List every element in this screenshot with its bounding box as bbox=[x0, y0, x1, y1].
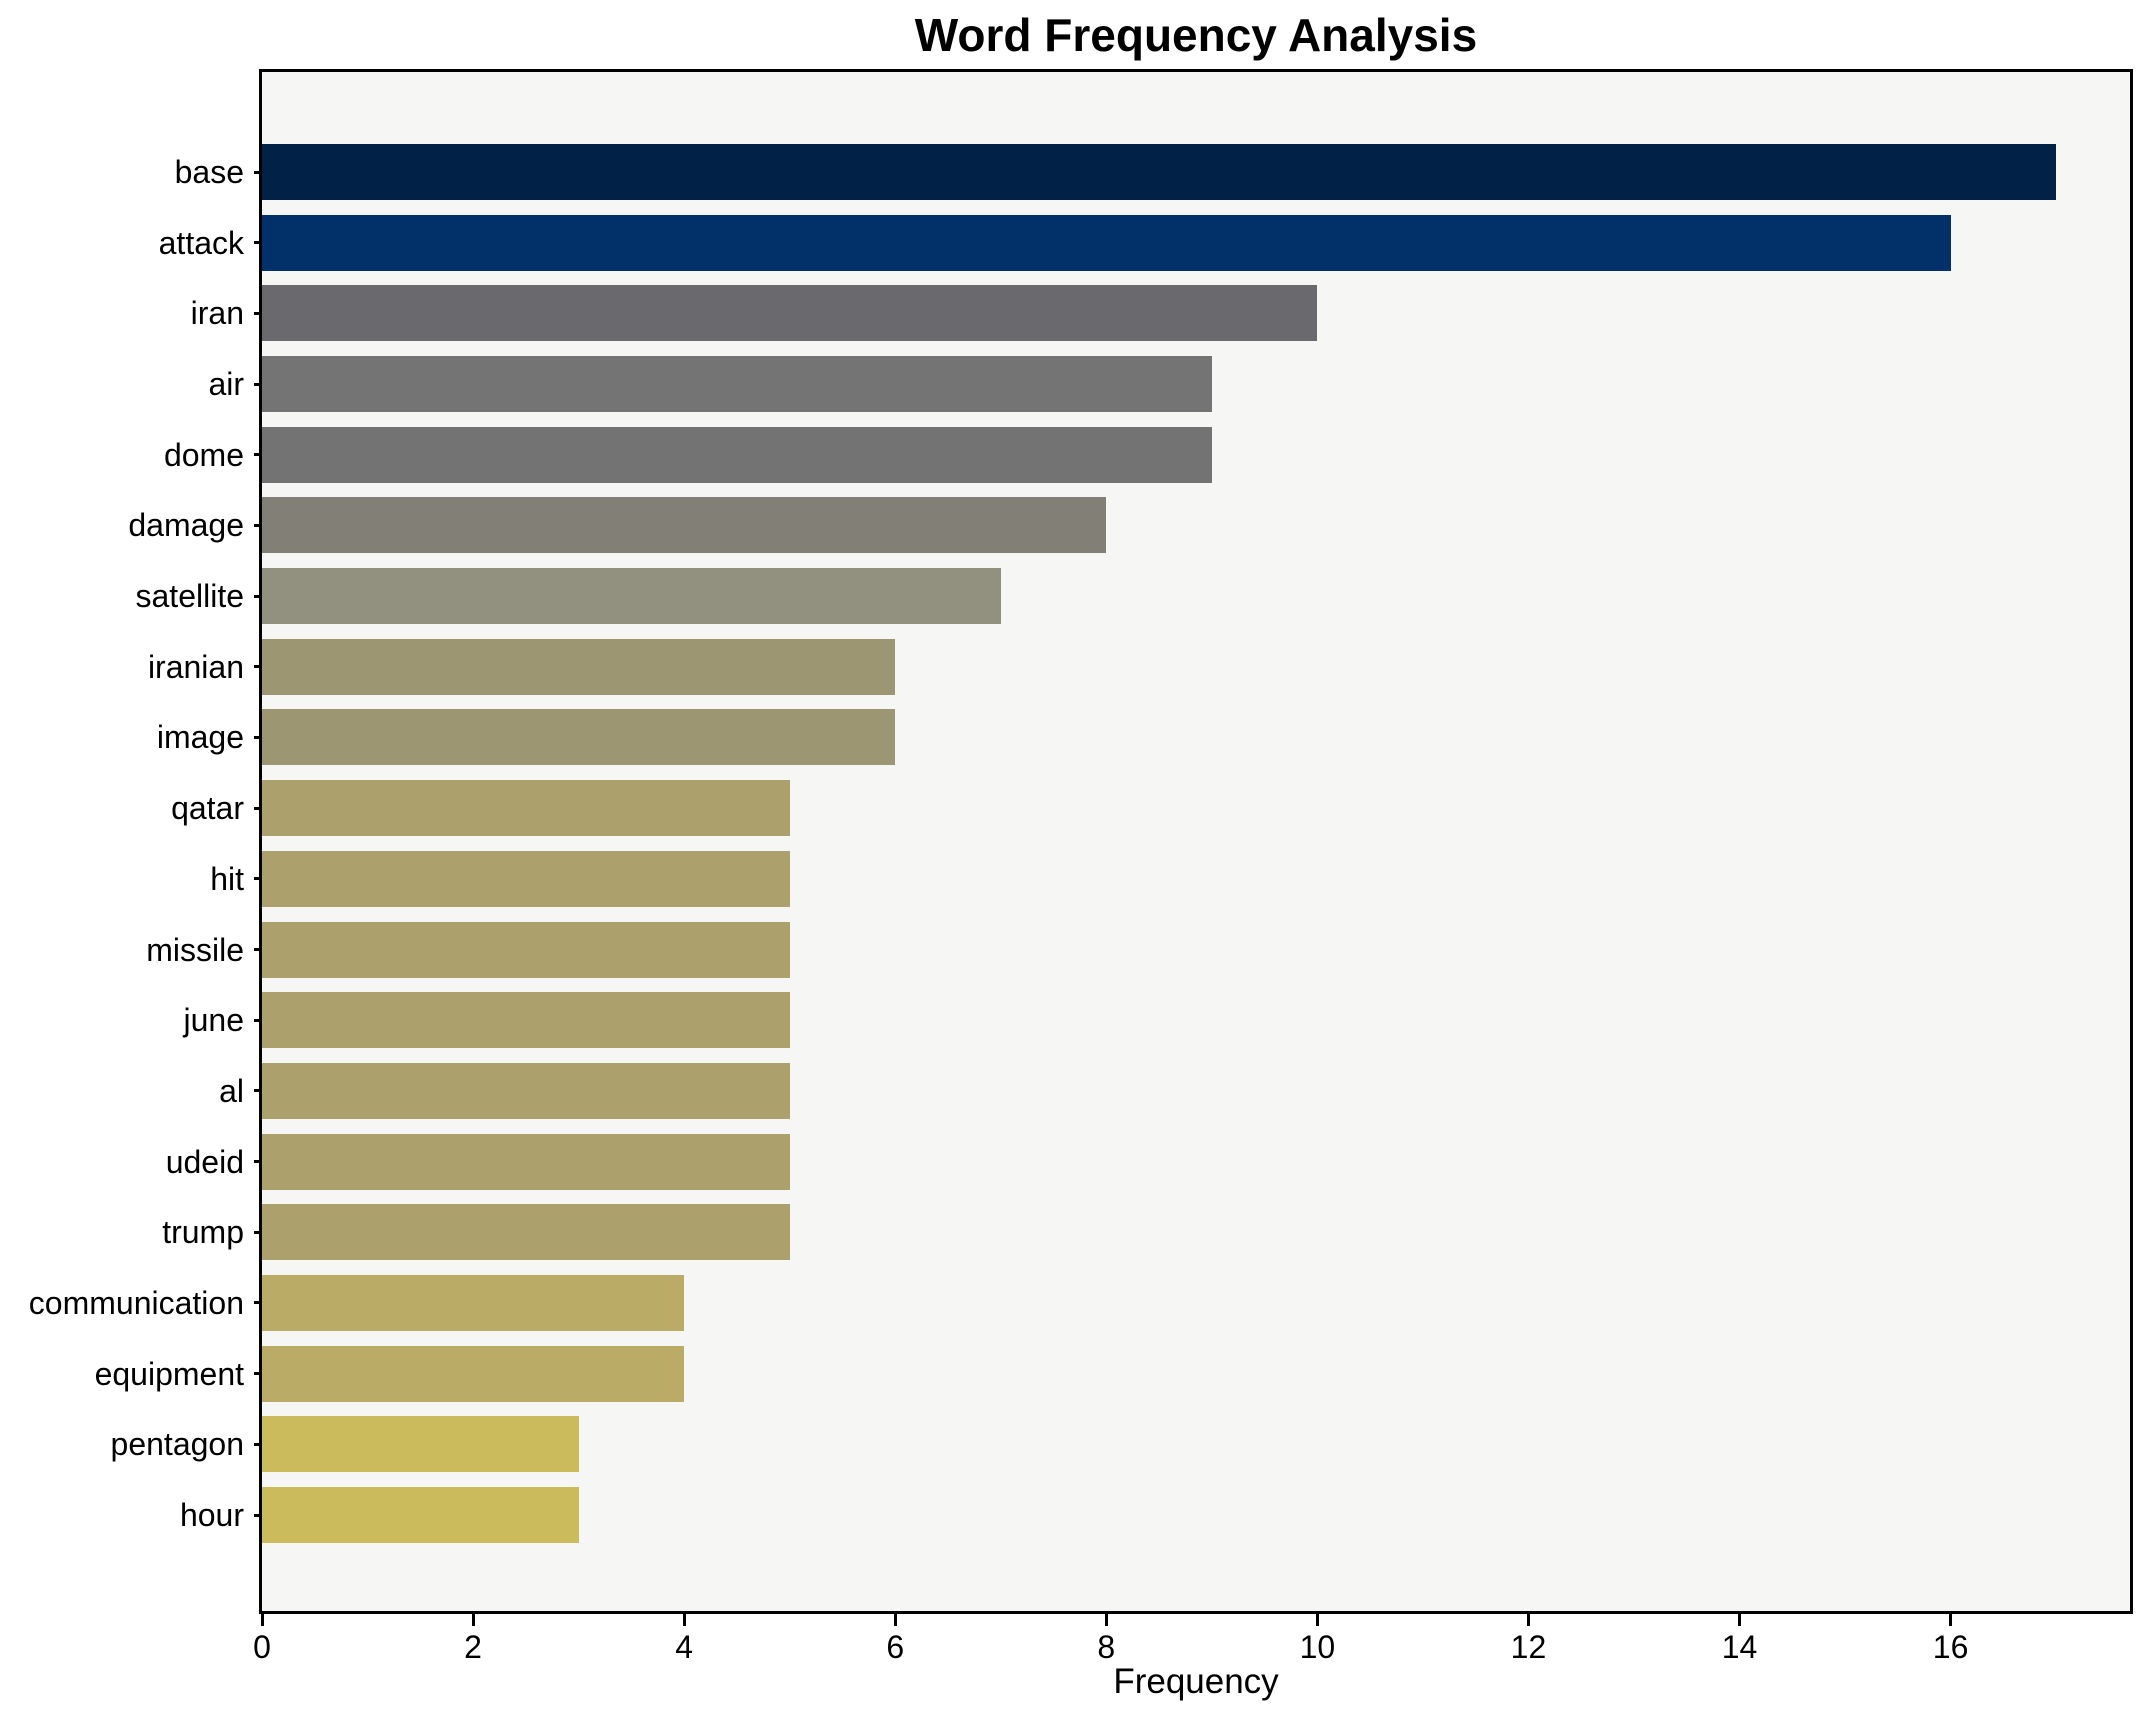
y-tick-mark bbox=[254, 665, 262, 669]
y-tick-label-communication: communication bbox=[28, 1284, 244, 1321]
y-tick-mark bbox=[254, 1301, 262, 1305]
bar-iran bbox=[262, 285, 1318, 342]
bar-hit bbox=[262, 850, 790, 907]
y-tick-mark bbox=[254, 877, 262, 881]
bar-equipment bbox=[262, 1345, 685, 1402]
plot-area: base attack iran air dome damage satellite iran… bbox=[29, 69, 2133, 1664]
y-tick-mark bbox=[254, 735, 262, 739]
bar-air bbox=[262, 356, 1212, 413]
bar-base bbox=[262, 144, 2057, 200]
bar-june bbox=[262, 992, 790, 1049]
y-tick-mark bbox=[254, 1372, 262, 1376]
y-tick-mark bbox=[254, 523, 262, 527]
x-axis-label: Frequency bbox=[1113, 1662, 1279, 1701]
y-tick-label-base: base bbox=[174, 154, 244, 190]
bar-iranian bbox=[262, 638, 896, 695]
y-tick-label-al: al bbox=[219, 1072, 244, 1109]
x-tick-label-16: 16 bbox=[1932, 1629, 1969, 1665]
x-tick-mark bbox=[893, 1614, 897, 1626]
y-tick-label-udeid: udeid bbox=[165, 1143, 244, 1180]
y-tick-mark bbox=[254, 170, 262, 174]
x-tick-label-14: 14 bbox=[1721, 1629, 1758, 1665]
y-tick-mark bbox=[254, 241, 262, 245]
y-tick-mark bbox=[254, 311, 262, 315]
bar-missile bbox=[262, 921, 790, 978]
x-tick-label-6: 6 bbox=[886, 1629, 905, 1665]
y-tick-label-iranian: iranian bbox=[147, 648, 244, 685]
bar-attack bbox=[262, 214, 1951, 271]
bar-image bbox=[262, 709, 896, 766]
x-tick-label-12: 12 bbox=[1510, 1629, 1547, 1665]
bar-communication bbox=[262, 1274, 685, 1331]
y-tick-label-qatar: qatar bbox=[171, 790, 244, 827]
y-tick-label-hour: hour bbox=[179, 1497, 244, 1533]
y-tick-mark bbox=[254, 1160, 262, 1164]
y-tick-label-missile: missile bbox=[146, 931, 244, 968]
y-tick-label-trump: trump bbox=[162, 1214, 244, 1251]
bar-hour bbox=[262, 1487, 579, 1543]
bar-udeid bbox=[262, 1133, 790, 1190]
x-tick-mark bbox=[1949, 1614, 1953, 1626]
bar-damage bbox=[262, 497, 1107, 554]
x-tick-mark bbox=[682, 1614, 686, 1626]
x-tick-mark bbox=[1526, 1614, 1530, 1626]
y-tick-mark bbox=[254, 948, 262, 952]
bar-al bbox=[262, 1062, 790, 1119]
x-tick-label-2: 2 bbox=[464, 1629, 482, 1665]
chart-title: Word Frequency Analysis bbox=[914, 9, 1478, 61]
y-tick-mark bbox=[254, 1089, 262, 1093]
y-tick-mark bbox=[254, 594, 262, 598]
x-tick-mark bbox=[1315, 1614, 1319, 1626]
x-tick-mark bbox=[1738, 1614, 1741, 1626]
x-tick-mark bbox=[260, 1614, 264, 1626]
y-tick-mark bbox=[254, 1018, 262, 1022]
y-tick-mark bbox=[254, 806, 262, 810]
x-tick-label-4: 4 bbox=[675, 1629, 694, 1665]
y-tick-mark bbox=[254, 382, 262, 386]
bar-pentagon bbox=[262, 1416, 579, 1473]
y-tick-label-damage: damage bbox=[128, 507, 244, 544]
x-tick-label-10: 10 bbox=[1299, 1629, 1336, 1665]
bar-qatar bbox=[262, 780, 790, 837]
y-tick-label-hit: hit bbox=[210, 860, 244, 897]
bar-trump bbox=[262, 1204, 790, 1261]
y-tick-mark bbox=[254, 1230, 262, 1234]
x-tick-label-0: 0 bbox=[253, 1629, 271, 1665]
y-tick-mark bbox=[254, 453, 262, 457]
y-tick-label-dome: dome bbox=[163, 436, 244, 473]
y-tick-label-pentagon: pentagon bbox=[110, 1426, 244, 1463]
bar-satellite bbox=[262, 568, 1001, 625]
y-tick-label-june: june bbox=[183, 1002, 245, 1039]
y-tick-label-attack: attack bbox=[158, 224, 244, 261]
y-tick-label-equipment: equipment bbox=[94, 1355, 244, 1392]
y-tick-label-iran: iran bbox=[190, 295, 244, 332]
x-tick-mark bbox=[471, 1614, 475, 1626]
x-tick-mark bbox=[1104, 1614, 1108, 1626]
x-tick-label-8: 8 bbox=[1097, 1629, 1116, 1665]
y-tick-label-satellite: satellite bbox=[135, 578, 245, 615]
bar-dome bbox=[262, 426, 1212, 483]
y-tick-label-image: image bbox=[156, 719, 244, 756]
y-tick-label-air: air bbox=[208, 366, 244, 403]
y-tick-mark bbox=[254, 1442, 262, 1446]
y-tick-mark bbox=[254, 1513, 262, 1517]
